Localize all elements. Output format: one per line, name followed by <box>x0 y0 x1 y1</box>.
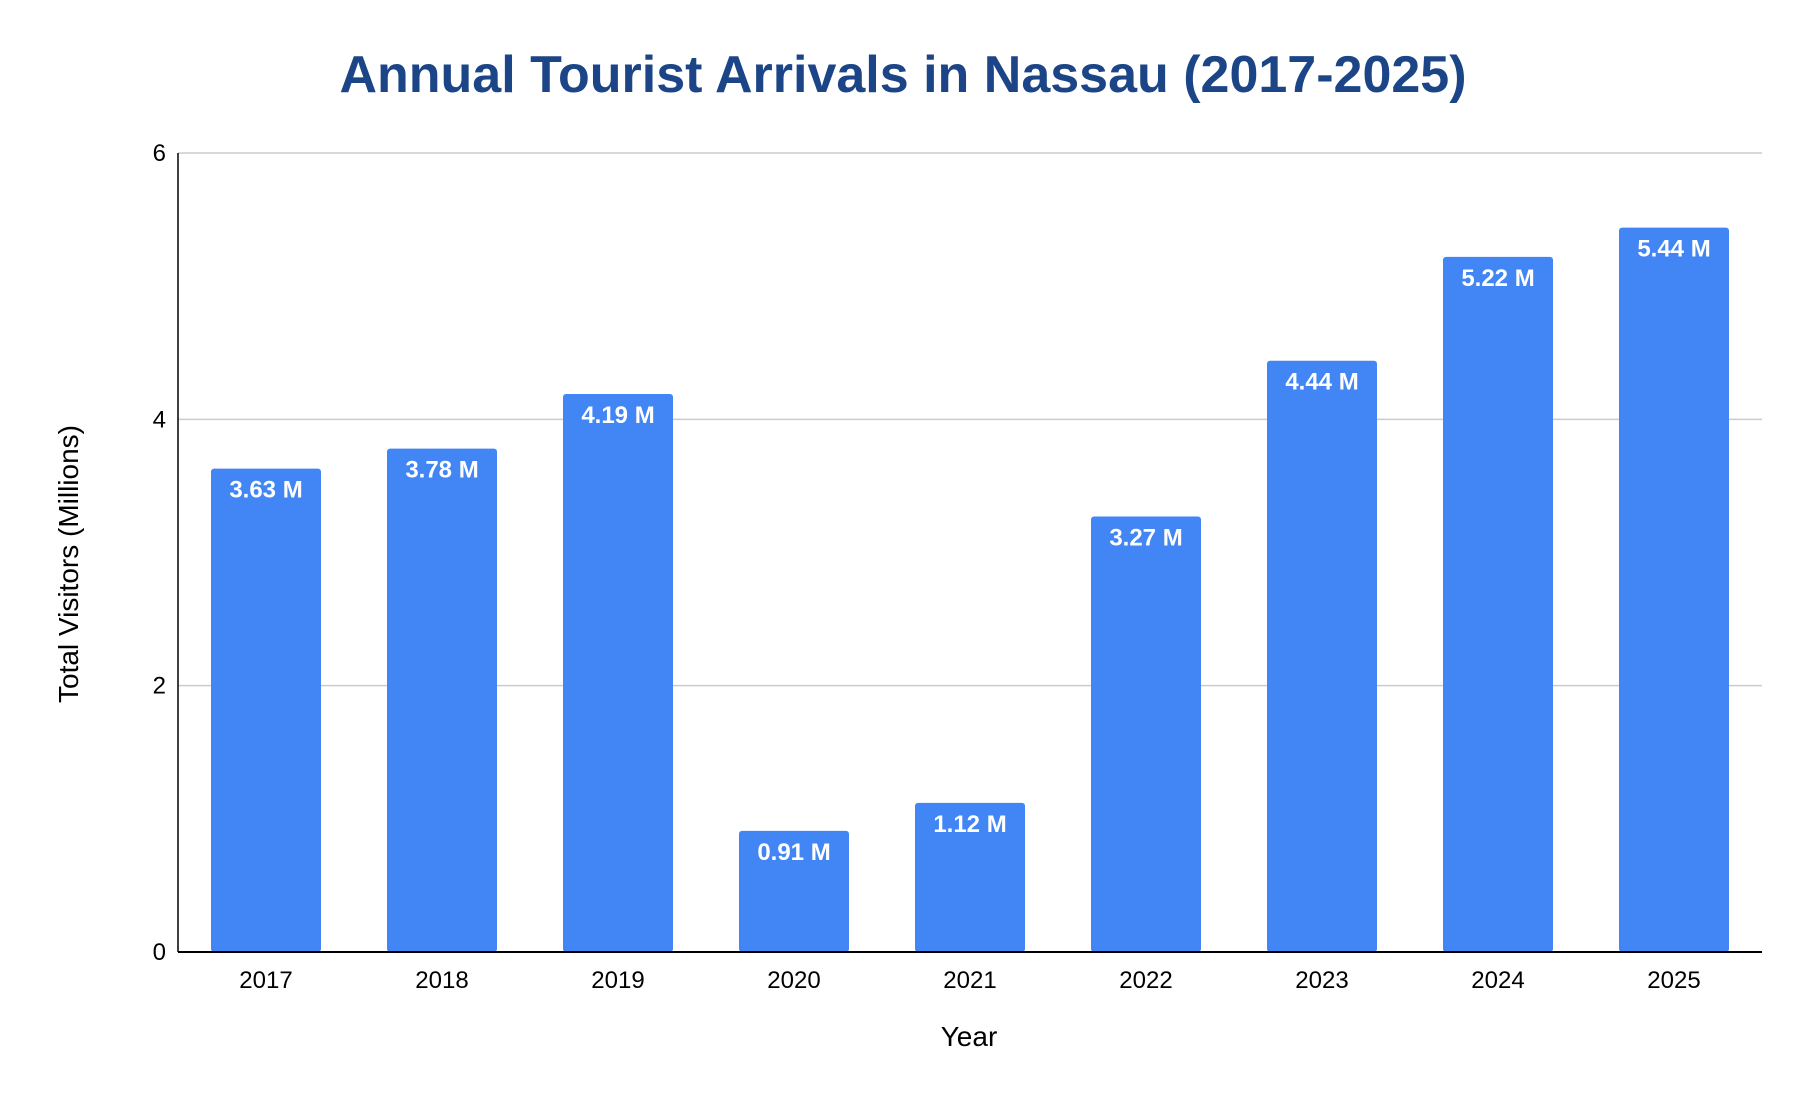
bar-data-label: 1.12 M <box>933 811 1006 838</box>
x-tick-label: 2017 <box>239 967 292 994</box>
bar <box>563 394 673 952</box>
bar-data-label: 4.19 M <box>581 402 654 429</box>
chart-title: Annual Tourist Arrivals in Nassau (2017-… <box>339 46 1466 104</box>
bar <box>387 448 497 952</box>
bar <box>1091 516 1201 952</box>
bar-data-label: 5.22 M <box>1461 265 1534 292</box>
bar <box>1443 256 1553 952</box>
x-tick-label: 2025 <box>1647 967 1700 994</box>
axes <box>177 153 1762 953</box>
bar-data-label: 4.44 M <box>1285 369 1358 396</box>
bar-data-label: 3.27 M <box>1109 525 1182 552</box>
bar <box>739 830 849 952</box>
y-axis-title: Total Visitors (Millions) <box>53 425 84 703</box>
bars: 3.63 M 3.78 M 4.19 M 0.91 M 1.12 M 3.27 M 4.44… <box>211 227 1729 952</box>
bar-data-label: 3.78 M <box>405 457 478 484</box>
bar <box>915 802 1025 952</box>
y-tick-label: 4 <box>153 406 166 433</box>
bar <box>1267 360 1377 952</box>
bar-data-label: 5.44 M <box>1637 236 1710 263</box>
bar-data-label: 0.91 M <box>757 839 830 866</box>
bar-data-label: 3.63 M <box>229 477 302 504</box>
x-tick-label: 2020 <box>767 967 820 994</box>
y-tick-label: 2 <box>153 673 166 700</box>
x-axis-title: Year <box>941 1021 998 1052</box>
y-tick-label: 0 <box>153 939 166 966</box>
x-tick-label: 2023 <box>1295 967 1348 994</box>
x-tick-label: 2022 <box>1119 967 1172 994</box>
y-tick-label: 6 <box>153 140 166 167</box>
bar <box>211 468 321 952</box>
x-tick-label: 2018 <box>415 967 468 994</box>
bar <box>1619 227 1729 952</box>
x-tick-label: 2024 <box>1471 967 1524 994</box>
tick-labels: 0 2 4 6 2017 2018 2019 2020 2021 2022 2023 2024 2025 <box>153 140 1701 994</box>
x-tick-label: 2019 <box>591 967 644 994</box>
x-tick-label: 2021 <box>943 967 996 994</box>
